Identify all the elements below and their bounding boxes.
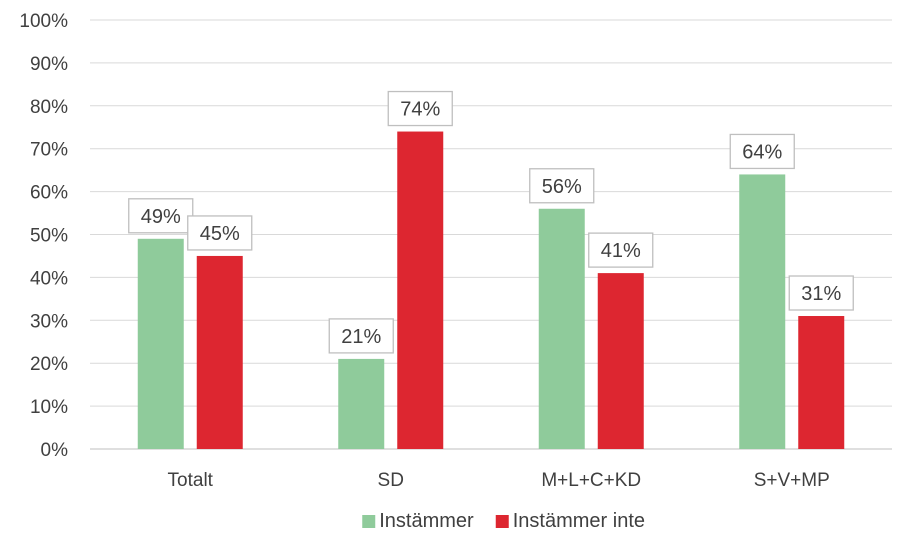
data-label-box <box>187 215 253 251</box>
y-tick-label: 80% <box>30 97 68 118</box>
y-tick-label: 20% <box>30 354 68 375</box>
bar-instammer-0 <box>137 238 184 449</box>
y-axis: 0% 10% 20% 30% 40% 50% 60% 70% 80% 90% 100% <box>19 11 68 461</box>
data-label: 41% <box>601 240 641 262</box>
x-axis: Totalt SD M+L+C+KD S+V+MP <box>168 470 830 491</box>
y-tick-label: 100% <box>19 11 68 32</box>
bar-instammer-inte-1 <box>397 131 444 450</box>
y-tick-label: 70% <box>30 140 68 161</box>
bar-instammer-inte-3 <box>798 316 845 449</box>
data-label: 64% <box>742 141 782 163</box>
data-label: 21% <box>341 326 381 348</box>
x-category-label: Totalt <box>168 470 214 491</box>
data-label: 49% <box>141 206 181 228</box>
data-label: 56% <box>542 176 582 198</box>
bar-instammer-2 <box>538 208 585 449</box>
legend-swatch <box>495 515 509 528</box>
data-label-box <box>729 133 795 170</box>
data-label-box <box>387 90 453 127</box>
y-tick-label: 30% <box>30 311 68 332</box>
x-category-label: SD <box>378 470 404 491</box>
data-label: 74% <box>400 99 440 121</box>
y-tick-label: 90% <box>30 54 68 75</box>
x-category-label: S+V+MP <box>754 470 830 491</box>
data-label: 45% <box>200 223 240 245</box>
bar-instammer-3 <box>739 174 786 449</box>
data-label-box <box>328 318 394 354</box>
data-label-box <box>588 232 654 268</box>
data-labels: 49% 45% 21% 74% 56% 41% 64% 31% <box>128 90 854 354</box>
y-tick-label: 40% <box>30 268 68 289</box>
data-label-box <box>788 275 854 311</box>
legend-swatch <box>362 515 376 528</box>
y-tick-label: 10% <box>30 397 68 418</box>
legend: Instämmer Instämmer inte <box>362 510 645 532</box>
y-tick-label: 0% <box>41 440 69 461</box>
data-label-box <box>529 168 595 204</box>
legend-label: Instämmer <box>379 510 474 532</box>
y-tick-label: 60% <box>30 183 68 204</box>
bars <box>137 131 845 450</box>
bar-instammer-inte-2 <box>597 273 644 449</box>
bar-instammer-1 <box>338 358 385 449</box>
data-label: 31% <box>801 283 841 305</box>
bar-instammer-inte-0 <box>196 255 243 449</box>
x-category-label: M+L+C+KD <box>541 470 641 491</box>
y-tick-label: 50% <box>30 226 68 247</box>
data-label-box <box>128 198 194 234</box>
legend-label: Instämmer inte <box>513 510 645 532</box>
